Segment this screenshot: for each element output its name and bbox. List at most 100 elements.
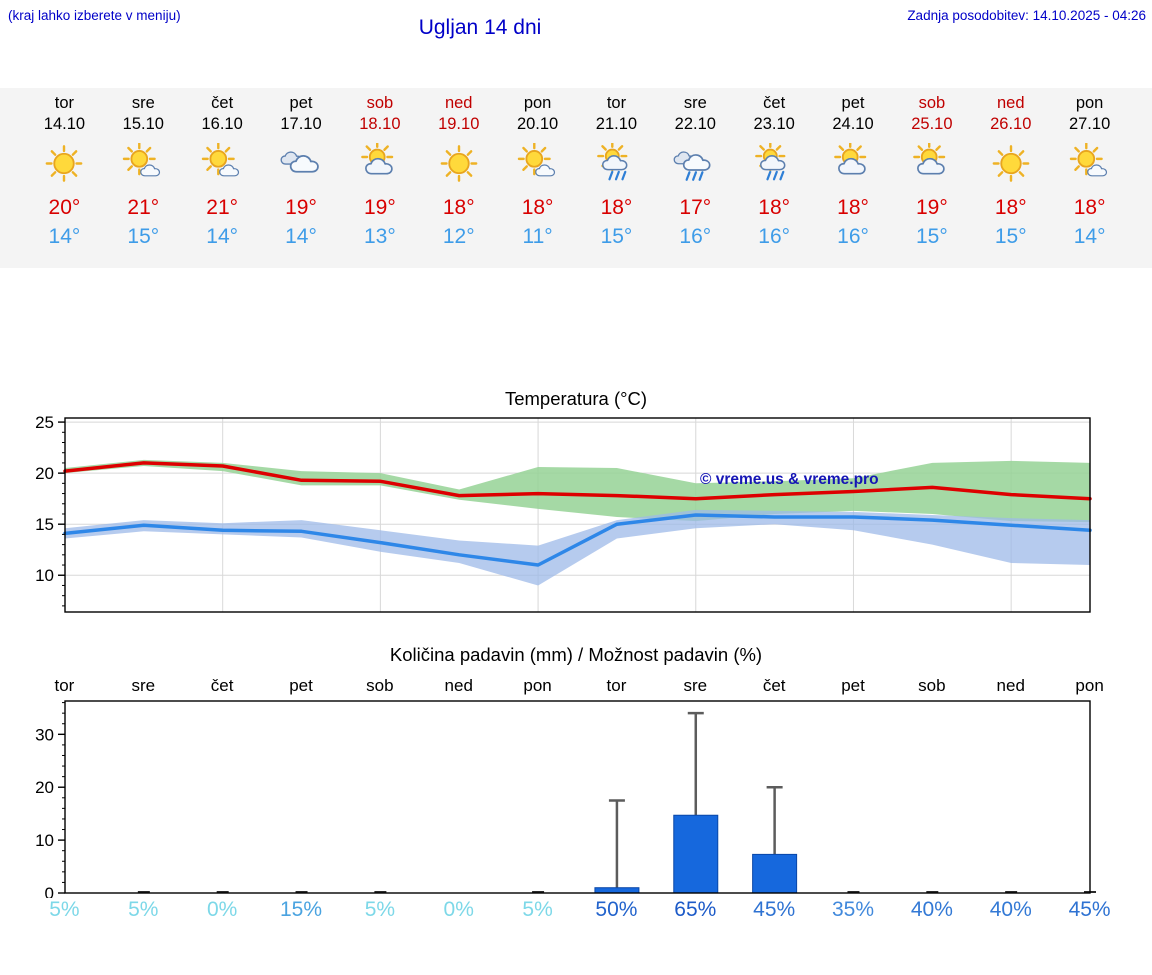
forecast-day: čet 16.10 21° 14° bbox=[183, 88, 262, 250]
day-name: tor bbox=[606, 94, 627, 112]
precip-day-label: pon bbox=[523, 676, 552, 695]
forecast-day: pon 27.10 18° 14° bbox=[1050, 88, 1129, 250]
day-low-temperature: 15° bbox=[600, 225, 633, 248]
day-name: sre bbox=[131, 94, 155, 112]
precip-day-label: pet bbox=[289, 676, 313, 695]
day-date: 22.10 bbox=[674, 115, 716, 133]
sun-showers-weather-icon bbox=[735, 138, 814, 188]
day-name: pet bbox=[841, 94, 865, 112]
mostly-sunny-weather-icon bbox=[104, 138, 183, 188]
temperature-chart: 10 15 20 25 © vreme.us & vreme.pro bbox=[35, 413, 1092, 613]
precipitation-probability: 5% bbox=[49, 898, 80, 921]
precip-day-label: čet bbox=[210, 676, 234, 695]
day-high-temperature: 18° bbox=[994, 196, 1027, 219]
precipitation-chart-title: Količina padavin (mm) / Možnost padavin … bbox=[389, 644, 763, 665]
day-date: 21.10 bbox=[595, 115, 638, 133]
precip-day-label: sre bbox=[131, 676, 156, 695]
forecast-day: tor 21.10 18° 15° bbox=[577, 88, 656, 250]
forecast-day: sre 15.10 21° 15° bbox=[104, 88, 183, 250]
page-title: Ugljan 14 dni bbox=[418, 16, 542, 39]
day-low-temperature: 14° bbox=[48, 225, 81, 248]
forecast-day: pon 20.10 18° 11° bbox=[498, 88, 577, 250]
precip-day-label: tor bbox=[54, 676, 75, 695]
y-tick-label: 15 bbox=[35, 515, 54, 534]
trace-precipitation-mark bbox=[374, 891, 387, 893]
day-low-temperature: 16° bbox=[679, 225, 712, 248]
precipitation-bar bbox=[594, 887, 640, 894]
day-low-temperature: 15° bbox=[916, 225, 948, 248]
precipitation-bar bbox=[673, 814, 719, 894]
y-tick-label: 20 bbox=[35, 464, 54, 483]
day-high-temperature: 17° bbox=[679, 196, 712, 219]
day-name: sob bbox=[918, 94, 946, 112]
day-name: ned bbox=[444, 94, 473, 112]
precipitation-probability: 50% bbox=[595, 898, 638, 921]
precip-day-label: pon bbox=[1075, 676, 1104, 695]
mostly-sunny-weather-icon bbox=[183, 138, 262, 188]
day-high-temperature: 20° bbox=[48, 196, 81, 219]
partly-cloudy-weather-icon bbox=[340, 138, 419, 188]
day-date: 23.10 bbox=[753, 115, 795, 133]
day-name: čet bbox=[763, 94, 786, 112]
day-name: pet bbox=[289, 94, 313, 112]
max-temperature-line bbox=[63, 461, 1092, 501]
precipitation-probability: 45% bbox=[753, 898, 796, 921]
day-name: pon bbox=[523, 94, 552, 112]
forecast-day: sob 18.10 19° 13° bbox=[340, 88, 419, 250]
day-name: pon bbox=[1075, 94, 1104, 112]
precipitation-probability: 40% bbox=[989, 898, 1032, 921]
day-high-temperature: 18° bbox=[442, 196, 475, 219]
day-high-temperature: 21° bbox=[127, 196, 160, 219]
day-high-temperature: 18° bbox=[758, 196, 791, 219]
day-low-temperature: 15° bbox=[994, 225, 1027, 248]
day-name: sob bbox=[366, 94, 394, 112]
day-high-temperature: 18° bbox=[521, 196, 554, 219]
precipitation-day-labels-row: tor sre čet pet sob ned pon tor sre čet pet sob ned p… bbox=[25, 676, 1129, 696]
forecast-day: pet 17.10 19° 14° bbox=[262, 88, 341, 250]
menu-hint: (kraj lahko izberete v meniju) bbox=[8, 8, 181, 23]
day-low-temperature: 13° bbox=[363, 225, 396, 248]
trace-precipitation-mark bbox=[1005, 891, 1018, 893]
trace-precipitation-mark bbox=[216, 891, 229, 893]
day-low-temperature: 11° bbox=[522, 225, 553, 248]
day-low-temperature: 12° bbox=[442, 225, 475, 248]
day-low-temperature: 16° bbox=[758, 225, 791, 248]
day-date: 15.10 bbox=[122, 115, 164, 133]
day-low-temperature: 16° bbox=[837, 225, 869, 248]
day-high-temperature: 19° bbox=[916, 196, 948, 219]
cloudy-weather-icon bbox=[262, 138, 341, 188]
day-name: tor bbox=[54, 94, 75, 112]
day-date: 19.10 bbox=[438, 115, 480, 133]
forecast-day: sob 25.10 19° 15° bbox=[892, 88, 971, 250]
day-high-temperature: 19° bbox=[285, 196, 317, 219]
precipitation-probability: 0% bbox=[206, 898, 238, 921]
precipitation-probability: 40% bbox=[910, 898, 953, 921]
watermark-link[interactable]: © vreme.us & vreme.pro bbox=[700, 471, 879, 488]
forecast-day: ned 26.10 18° 15° bbox=[971, 88, 1050, 250]
y-tick-label: 10 bbox=[35, 831, 54, 850]
day-date: 16.10 bbox=[201, 115, 243, 133]
day-low-temperature: 15° bbox=[127, 225, 160, 248]
temperature-chart-title: Temperatura (°C) bbox=[504, 388, 648, 409]
day-date: 17.10 bbox=[280, 115, 322, 133]
day-date: 25.10 bbox=[911, 115, 953, 133]
precipitation-probability: 45% bbox=[1068, 898, 1111, 921]
forecast-day: ned 19.10 18° 12° bbox=[419, 88, 498, 250]
precipitation-probability: 5% bbox=[522, 898, 553, 921]
precipitation-probability: 5% bbox=[128, 898, 159, 921]
forecast-day: pet 24.10 18° 16° bbox=[814, 88, 893, 250]
day-low-temperature: 14° bbox=[1073, 225, 1106, 248]
sunny-weather-icon bbox=[419, 138, 498, 188]
y-tick-label: 25 bbox=[35, 413, 54, 432]
precipitation-probability: 0% bbox=[443, 898, 474, 921]
trace-precipitation-mark bbox=[847, 891, 860, 893]
precip-day-label: tor bbox=[606, 676, 627, 695]
trace-precipitation-mark bbox=[532, 891, 545, 893]
precip-day-label: sre bbox=[683, 676, 708, 695]
forecast-day: sre 22.10 17° 16° bbox=[656, 88, 735, 250]
day-name: sre bbox=[683, 94, 707, 112]
max-temperature-range-band bbox=[65, 459, 1090, 523]
trace-precipitation-mark bbox=[137, 891, 150, 893]
partly-cloudy-weather-icon bbox=[892, 138, 971, 188]
